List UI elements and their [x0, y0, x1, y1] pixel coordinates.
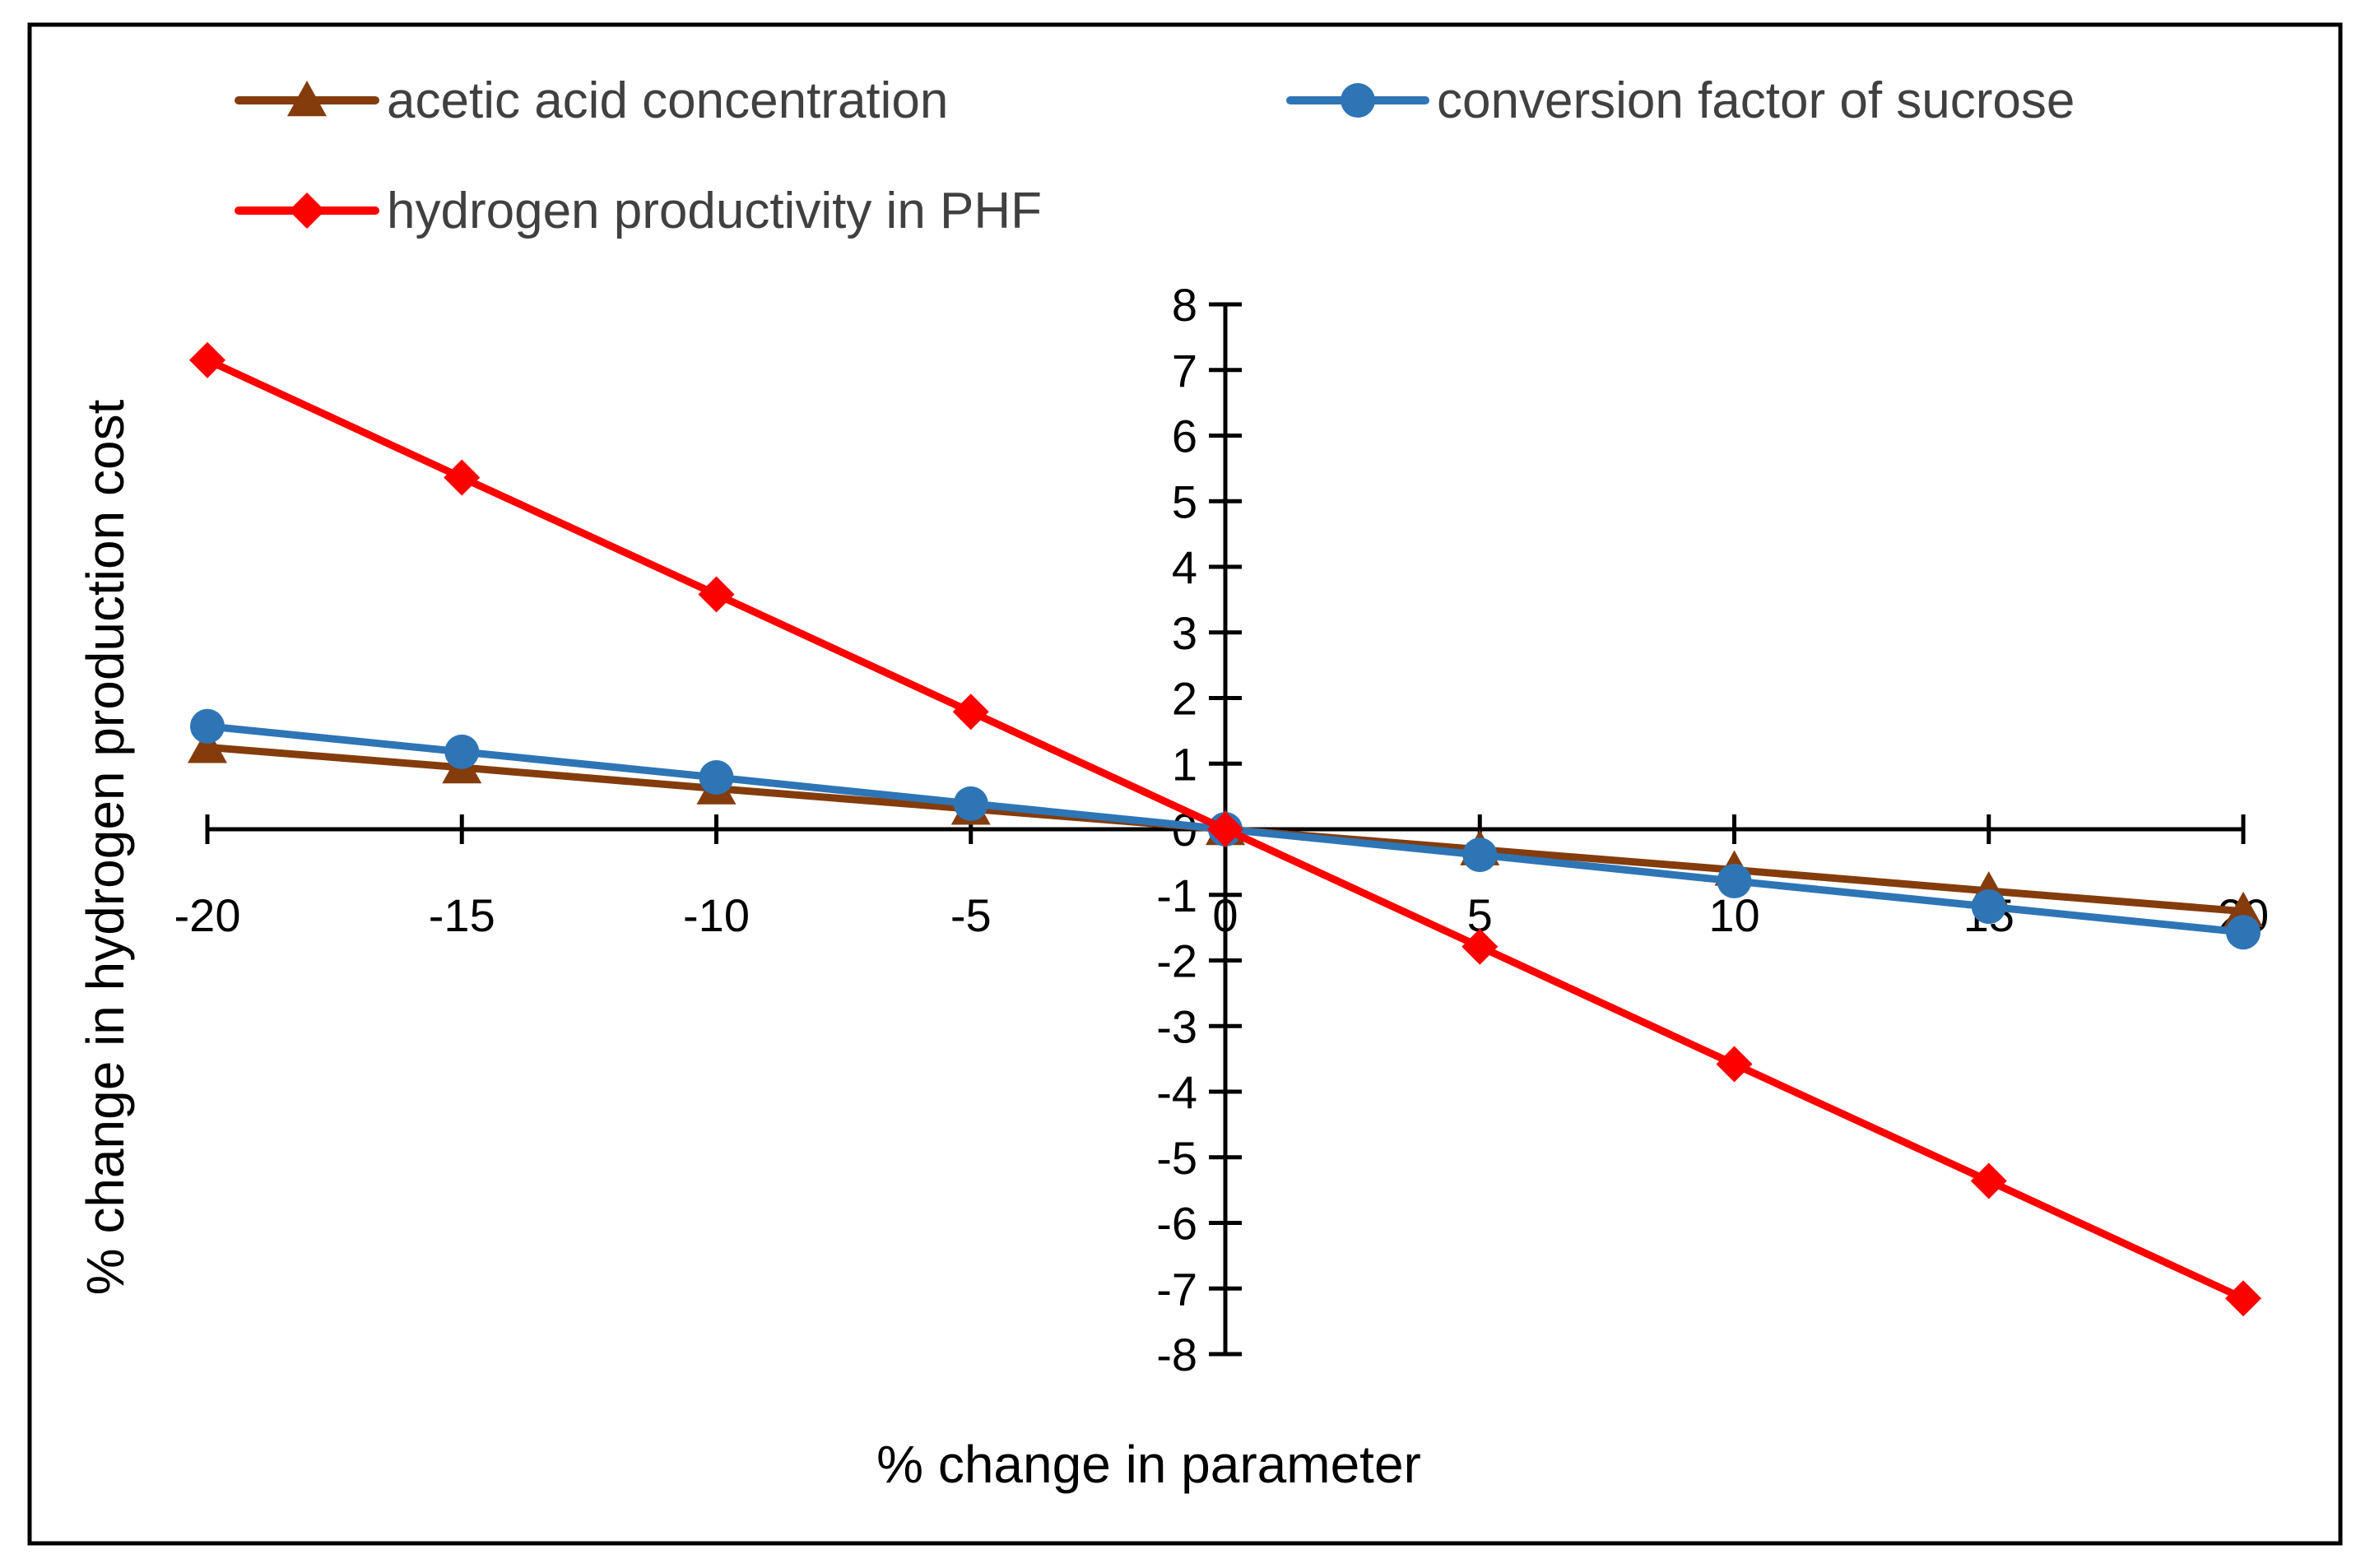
y-tick-label: 8	[1172, 279, 1197, 331]
data-point	[189, 341, 225, 378]
data-point	[2225, 1280, 2261, 1317]
data-point	[1716, 1046, 1753, 1083]
legend-item-hydrogen-productivity: hydrogen productivity in PHF	[235, 183, 1042, 239]
y-tick-label: -8	[1156, 1329, 1197, 1380]
series-hydrogen-productivity-in-phf	[189, 341, 2261, 1317]
legend-marker-circle	[1341, 83, 1375, 118]
y-tick-label: -7	[1156, 1263, 1197, 1315]
y-tick-label: -4	[1156, 1066, 1197, 1118]
series-layer	[188, 341, 2263, 1317]
legend-label-hydrogen-productivity: hydrogen productivity in PHF	[387, 183, 1042, 239]
legend-marker-triangle	[287, 81, 327, 117]
y-axis-title: % change in hydrogen production cost	[76, 399, 135, 1295]
x-axis-title: % change in parameter	[876, 1435, 1421, 1494]
data-point	[188, 727, 227, 763]
x-tick-label: -15	[429, 889, 495, 941]
data-point	[699, 759, 734, 795]
data-point	[1207, 811, 1243, 847]
legend-marker-shape	[1341, 83, 1375, 118]
x-tick-label: -10	[683, 889, 750, 941]
y-tick-label: -1	[1156, 870, 1197, 921]
data-point	[952, 694, 989, 731]
x-tick-label: -5	[950, 889, 992, 941]
y-tick-label: 3	[1172, 607, 1197, 659]
legend: acetic acid concentration conversion fac…	[235, 72, 2075, 239]
legend-marker-shape	[289, 193, 325, 229]
data-point	[1971, 889, 2006, 925]
y-tick-label: -3	[1156, 1000, 1197, 1052]
legend-label-conversion-factor: conversion factor of sucrose	[1437, 72, 2075, 129]
data-point	[2226, 915, 2261, 950]
y-tick-label: -5	[1156, 1132, 1197, 1184]
data-point	[1462, 928, 1499, 965]
y-tick-label: -6	[1156, 1198, 1197, 1250]
y-tick-label: -2	[1156, 935, 1197, 987]
data-point	[698, 576, 735, 613]
data-point	[1970, 1162, 2007, 1199]
legend-item-acetic-acid: acetic acid concentration	[235, 72, 948, 129]
y-tick-label: 1	[1172, 738, 1197, 790]
data-point	[1717, 864, 1752, 899]
x-tick-label: 0	[1212, 889, 1238, 941]
y-tick-label: 4	[1172, 541, 1197, 593]
legend-label-acetic-acid: acetic acid concentration	[387, 72, 948, 129]
chart-border	[27, 22, 2343, 1546]
data-point	[1462, 837, 1498, 873]
data-point	[444, 734, 480, 769]
legend-item-conversion-factor: conversion factor of sucrose	[1286, 72, 2075, 129]
y-tick-label: 7	[1172, 345, 1197, 397]
data-point	[190, 708, 225, 744]
y-tick-label: 5	[1172, 476, 1197, 527]
legend-marker-shape	[287, 81, 327, 117]
y-tick-label: 6	[1172, 411, 1197, 462]
legend-marker-diamond	[289, 193, 325, 229]
y-tick-label: 2	[1172, 673, 1197, 725]
data-point	[444, 459, 481, 496]
data-point	[953, 786, 988, 821]
x-tick-label: -20	[174, 889, 241, 941]
